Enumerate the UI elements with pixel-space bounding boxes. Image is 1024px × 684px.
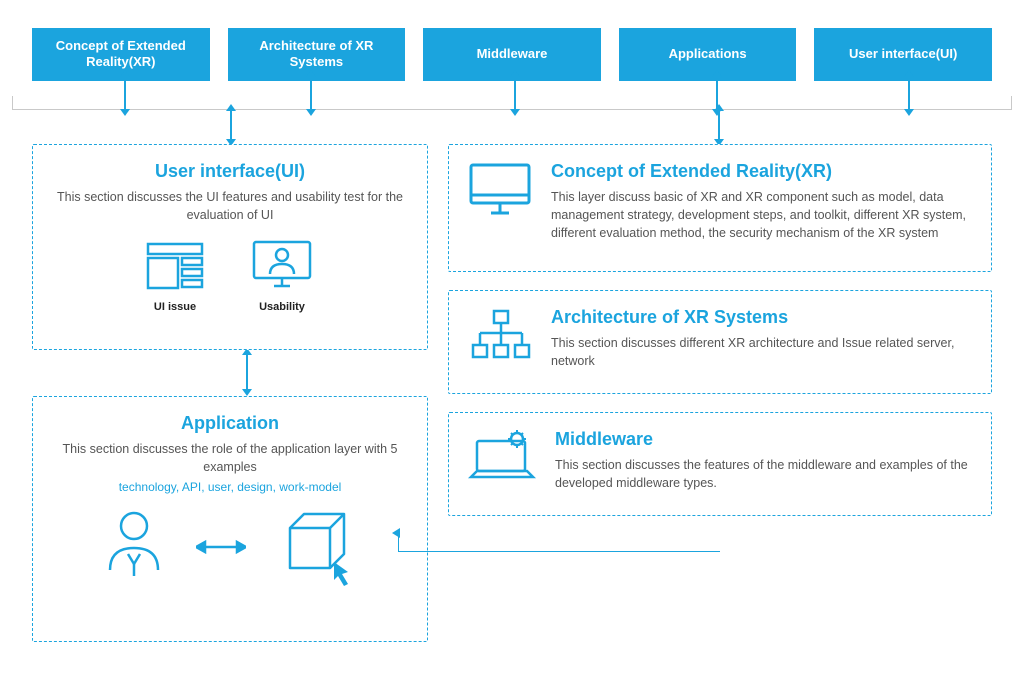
connector: [514, 76, 516, 110]
connector: [310, 76, 312, 110]
card-app-sub: technology, API, user, design, work-mode…: [51, 480, 409, 494]
card-application: Application This section discusses the r…: [32, 396, 428, 642]
card-concept-title: Concept of Extended Reality(XR): [551, 161, 973, 182]
card-middleware: Middleware This section discusses the fe…: [448, 412, 992, 516]
connector: [908, 76, 910, 110]
card-architecture: Architecture of XR Systems This section …: [448, 290, 992, 394]
timeline-bracket: [12, 96, 1012, 110]
usability-caption: Usability: [250, 301, 314, 313]
card-concept: Concept of Extended Reality(XR) This lay…: [448, 144, 992, 272]
connector: [246, 354, 248, 390]
user-icon: [102, 510, 166, 584]
ui-issue-icon: [146, 242, 204, 290]
cube-cursor-icon: [276, 508, 358, 586]
nav-applications: Applications: [619, 28, 797, 81]
card-mw-title: Middleware: [555, 429, 973, 450]
usability-icon: [250, 238, 314, 290]
connector: [230, 110, 232, 140]
card-ui-icons: UI issue Usability: [51, 238, 409, 313]
connector: [718, 110, 720, 140]
card-mw-desc: This section discusses the features of t…: [555, 456, 973, 492]
nav-architecture: Architecture of XR Systems: [228, 28, 406, 81]
card-app-desc: This section discusses the role of the a…: [51, 440, 409, 476]
card-ui-title: User interface(UI): [51, 161, 409, 182]
card-app-title: Application: [51, 413, 409, 434]
ui-issue-caption: UI issue: [146, 301, 204, 313]
card-arch-title: Architecture of XR Systems: [551, 307, 973, 328]
bidir-arrow-icon: [196, 538, 246, 556]
monitor-icon: [467, 161, 533, 219]
card-ui-desc: This section discusses the UI features a…: [51, 188, 409, 224]
card-app-icons: [51, 508, 409, 591]
flow-arrow: [398, 534, 720, 552]
hierarchy-icon: [467, 307, 533, 363]
card-arch-desc: This section discusses different XR arch…: [551, 334, 973, 370]
connector: [124, 76, 126, 110]
card-concept-desc: This layer discuss basic of XR and XR co…: [551, 188, 973, 242]
card-ui: User interface(UI) This section discusse…: [32, 144, 428, 350]
laptop-gear-icon: [467, 429, 537, 483]
